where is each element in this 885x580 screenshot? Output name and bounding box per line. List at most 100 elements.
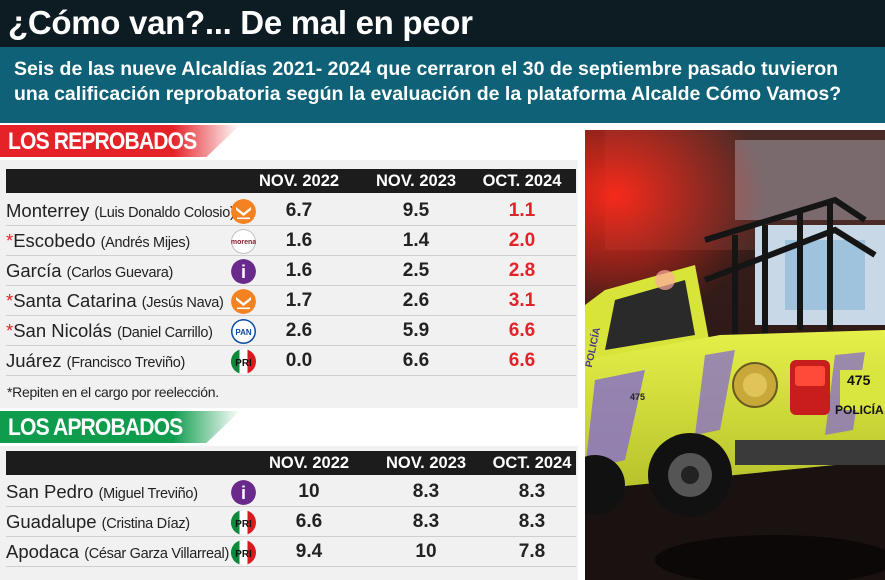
score-oct-2024: 7.8 (518, 541, 546, 562)
municipality-name: Monterrey (Luis Donaldo Colosio) (6, 196, 235, 226)
svg-text:i: i (241, 262, 246, 282)
party-logo-icon: PRI (231, 540, 256, 565)
table-row: Monterrey (Luis Donaldo Colosio) 6.7 9.5 1.… (6, 196, 576, 226)
score-nov-2023: 9.5 (402, 200, 430, 221)
city-name: Apodaca (6, 541, 80, 562)
svg-text:i: i (241, 483, 246, 503)
aprobados-title: LOS APROBADOS (8, 414, 183, 441)
reprobados-table: NOV. 2022 NOV. 2023 OCT. 2024 Monterrey … (0, 160, 578, 408)
city-name: San Pedro (6, 481, 94, 502)
svg-text:PRI: PRI (235, 519, 252, 530)
score-nov-2023: 5.9 (402, 320, 430, 341)
score-nov-2022: 10 (298, 481, 320, 502)
score-nov-2022: 1.7 (285, 290, 313, 311)
table-row: *San Nicolás (Daniel Carrillo) PAN 2.6 5.9 6… (6, 316, 576, 346)
score-nov-2023: 6.6 (402, 350, 430, 371)
score-oct-2024: 1.1 (508, 200, 536, 221)
table-row: *Santa Catarina (Jesús Nava) 1.7 2.6 3.1 (6, 286, 576, 316)
mayor-name: (Jesús Nava) (141, 295, 224, 311)
score-oct-2024: 2.8 (508, 260, 536, 281)
score-nov-2023: 2.5 (402, 260, 430, 281)
score-nov-2022: 6.6 (295, 511, 323, 532)
svg-text:morena: morena (231, 239, 256, 246)
aprobados-table-header: NOV. 2022 NOV. 2023 OCT. 2024 (6, 451, 576, 475)
reprobados-title: LOS REPROBADOS (8, 128, 197, 155)
score-nov-2022: 9.4 (295, 541, 323, 562)
mayor-name: (Francisco Treviño) (66, 355, 186, 371)
score-nov-2023: 8.3 (412, 481, 440, 502)
col-nov-2022: NOV. 2022 (268, 454, 350, 472)
table-row: García (Carlos Guevara) i 1.6 2.5 2.8 (6, 256, 576, 286)
score-nov-2022: 6.7 (285, 200, 313, 221)
city-name: San Nicolás (13, 320, 112, 341)
mayor-name: (César Garza Villarreal) (84, 546, 230, 562)
table-row: Juárez (Francisco Treviño) PRI 0.0 6.6 6.6 (6, 346, 576, 376)
subtitle-bar: Seis de las nueve Alcaldías 2021- 2024 q… (0, 47, 885, 123)
municipality-name: *San Nicolás (Daniel Carrillo) (6, 316, 213, 346)
score-oct-2024: 8.3 (518, 511, 546, 532)
mayor-name: (Cristina Díaz) (101, 516, 190, 532)
score-nov-2022: 0.0 (285, 350, 313, 371)
page-title: ¿Cómo van?... De mal en peor (8, 4, 473, 41)
col-nov-2023: NOV. 2023 (375, 172, 457, 190)
score-nov-2023: 2.6 (402, 290, 430, 311)
score-oct-2024: 6.6 (508, 350, 536, 371)
city-name: Juárez (6, 350, 62, 371)
col-nov-2023: NOV. 2023 (385, 454, 467, 472)
party-logo-icon: PAN (231, 319, 256, 344)
mayor-name: (Miguel Treviño) (98, 486, 198, 502)
score-nov-2022: 1.6 (285, 230, 313, 251)
party-logo-icon: morena (231, 229, 256, 254)
table-row: Apodaca (César Garza Villarreal) PRI 9.4 10… (6, 537, 576, 567)
svg-text:PRI: PRI (235, 358, 252, 369)
city-name: Monterrey (6, 200, 90, 221)
score-oct-2024: 2.0 (508, 230, 536, 251)
mayor-name: (Daniel Carrillo) (117, 325, 213, 341)
police-truck-photo: 475 POLICÍA POLICÍA 475 (585, 130, 885, 580)
door-unit-number: 475 (630, 392, 645, 402)
reelection-mark: * (6, 290, 14, 311)
score-oct-2024: 8.3 (518, 481, 546, 502)
mayor-name: (Carlos Guevara) (66, 265, 174, 281)
score-nov-2023: 10 (415, 541, 437, 562)
municipality-name: Juárez (Francisco Treviño) (6, 346, 185, 376)
col-oct-2024: OCT. 2024 (492, 454, 572, 472)
table-row: *Escobedo (Andrés Mijes) morena 1.6 1.4 2.0 (6, 226, 576, 256)
municipality-name: San Pedro (Miguel Treviño) (6, 477, 198, 507)
table-row: Guadalupe (Cristina Díaz) PRI 6.6 8.3 8.3 (6, 507, 576, 537)
table-row: San Pedro (Miguel Treviño) i 10 8.3 8.3 (6, 477, 576, 507)
city-name: García (6, 260, 62, 281)
mayor-name: (Andrés Mijes) (100, 235, 191, 251)
aprobados-table: NOV. 2022 NOV. 2023 OCT. 2024 San Pedro … (0, 446, 578, 580)
svg-text:PAN: PAN (235, 328, 252, 337)
title-bar: ¿Cómo van?... De mal en peor (0, 0, 885, 47)
city-name: Santa Catarina (13, 290, 137, 311)
score-oct-2024: 3.1 (508, 290, 536, 311)
score-nov-2022: 1.6 (285, 260, 313, 281)
party-logo-icon: PRI (231, 510, 256, 535)
party-logo-icon: i (231, 259, 256, 284)
party-logo-icon: i (231, 480, 256, 505)
reprobados-table-header: NOV. 2022 NOV. 2023 OCT. 2024 (6, 169, 576, 193)
svg-text:PRI: PRI (235, 549, 252, 560)
subtitle: Seis de las nueve Alcaldías 2021- 2024 q… (14, 57, 874, 107)
score-nov-2023: 8.3 (412, 511, 440, 532)
city-name: Escobedo (13, 230, 96, 251)
municipality-name: *Santa Catarina (Jesús Nava) (6, 286, 224, 316)
party-logo-icon: PRI (231, 349, 256, 374)
reelection-mark: * (6, 230, 14, 251)
municipality-name: Guadalupe (Cristina Díaz) (6, 507, 190, 537)
subtitle-line-1: Seis de las nueve Alcaldías 2021- 2024 q… (14, 58, 839, 80)
unit-number: 475 (847, 372, 871, 388)
mayor-name: (Luis Donaldo Colosio) (94, 205, 235, 221)
score-oct-2024: 6.6 (508, 320, 536, 341)
col-nov-2022: NOV. 2022 (258, 172, 340, 190)
tailgate-label: POLICÍA (835, 402, 884, 417)
score-nov-2023: 1.4 (402, 230, 430, 251)
reelection-mark: * (6, 320, 14, 341)
party-logo-icon (231, 289, 256, 314)
municipality-name: Apodaca (César Garza Villarreal) (6, 537, 229, 567)
municipality-name: *Escobedo (Andrés Mijes) (6, 226, 190, 256)
footnote: *Repiten en el cargo por reelección. (7, 384, 219, 400)
subtitle-line-2: una calificación reprobatoria según la e… (14, 83, 842, 105)
